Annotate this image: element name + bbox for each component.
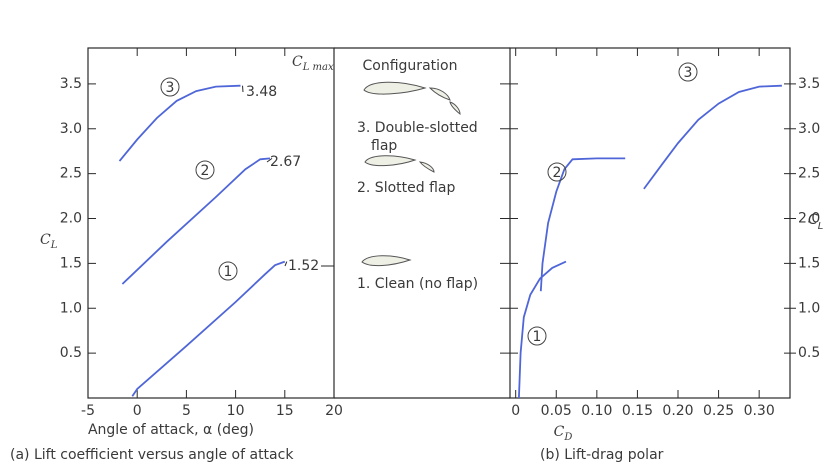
config-item: 3. Double-slotted xyxy=(357,120,478,136)
y-tick-label: 3.5 xyxy=(60,76,82,92)
x-axis-title: Angle of attack, α (deg) xyxy=(88,422,254,438)
x-tick-label: 0.15 xyxy=(622,403,653,419)
y-tick-label: 2.0 xyxy=(60,211,82,227)
x-tick-label: 0.10 xyxy=(581,403,612,419)
max-value-label: 2.67 xyxy=(270,154,301,170)
column-label: CL max xyxy=(292,54,334,73)
y-tick-label: 2.5 xyxy=(60,166,82,182)
series-marker-circle xyxy=(547,162,567,182)
series-name: 1 xyxy=(224,264,233,280)
caption: (b) Lift-drag polar xyxy=(540,447,664,463)
x-tick-label: 0.30 xyxy=(744,403,775,419)
config-title: Configuration xyxy=(363,58,458,74)
x-tick-label: 20 xyxy=(325,403,343,419)
series-line xyxy=(131,260,286,397)
max-value-label: 1.52 xyxy=(288,258,319,274)
x-tick-label: 15 xyxy=(276,403,294,419)
config-item: 1. Clean (no flap) xyxy=(357,276,478,292)
y-axis-title-sub: L xyxy=(818,221,824,232)
series-line xyxy=(518,260,567,399)
config-item: flap xyxy=(371,138,397,154)
series-name: 2 xyxy=(553,165,562,181)
y-tick-label: 0.5 xyxy=(60,345,82,361)
airfoil-clean xyxy=(361,255,412,267)
series-marker-circle xyxy=(218,261,238,281)
y-axis-title-main: C xyxy=(808,212,818,228)
x-tick-label: 0 xyxy=(511,403,520,419)
x-tick-label: 0.05 xyxy=(541,403,572,419)
y-tick-label: 1.0 xyxy=(60,300,82,316)
series-line xyxy=(643,84,782,190)
airfoil-slotted xyxy=(364,155,435,173)
y-tick-label: 3.0 xyxy=(60,121,82,137)
series-line xyxy=(118,84,241,162)
series-marker-circle xyxy=(678,62,698,82)
x-tick-label: 5 xyxy=(182,403,191,419)
series-marker-circle xyxy=(527,326,547,346)
plot-frame xyxy=(87,47,335,399)
y-tick-label: 0.5 xyxy=(798,345,820,361)
series-name: 2 xyxy=(201,163,210,179)
airfoil-double-slotted xyxy=(363,81,461,116)
x-axis-title: CD xyxy=(554,424,573,443)
leader-line xyxy=(284,261,288,267)
series-marker-circle xyxy=(195,160,215,180)
y-tick-label: 1.0 xyxy=(798,300,820,316)
max-value-label: 3.48 xyxy=(246,84,277,100)
series-name: 3 xyxy=(166,80,175,96)
series-name: 3 xyxy=(684,65,693,81)
x-axis-title-main: C xyxy=(554,424,565,440)
x-axis-title-sub: D xyxy=(563,432,572,443)
column-label-main: C xyxy=(292,54,303,70)
y-tick-label: 2.5 xyxy=(798,166,820,182)
y-tick-label: 1.5 xyxy=(798,255,820,271)
y-tick-label: 1.5 xyxy=(60,255,82,271)
series-name: 1 xyxy=(533,329,542,345)
y-tick-label: 2.0 xyxy=(798,211,820,227)
column-label-sub: L max xyxy=(302,62,334,73)
x-tick-label: -5 xyxy=(81,403,95,419)
y-axis-title: CL xyxy=(808,212,823,232)
x-tick-label: 0.25 xyxy=(703,403,734,419)
y-axis-title: CL xyxy=(40,232,58,251)
x-tick-label: 10 xyxy=(227,403,245,419)
plot-frame xyxy=(509,47,791,399)
leader-line xyxy=(266,157,273,163)
x-tick-label: 0 xyxy=(133,403,142,419)
y-axis-title-main: C xyxy=(40,232,51,248)
series-line xyxy=(121,157,271,285)
x-tick-label: 0.20 xyxy=(662,403,693,419)
y-tick-label: 3.0 xyxy=(798,121,820,137)
series-marker-circle xyxy=(160,77,180,97)
config-item: 2. Slotted flap xyxy=(357,180,455,196)
caption: (a) Lift coefficient versus angle of att… xyxy=(10,447,294,463)
y-tick-label: 3.5 xyxy=(798,76,820,92)
y-axis-title-sub: L xyxy=(50,240,58,251)
